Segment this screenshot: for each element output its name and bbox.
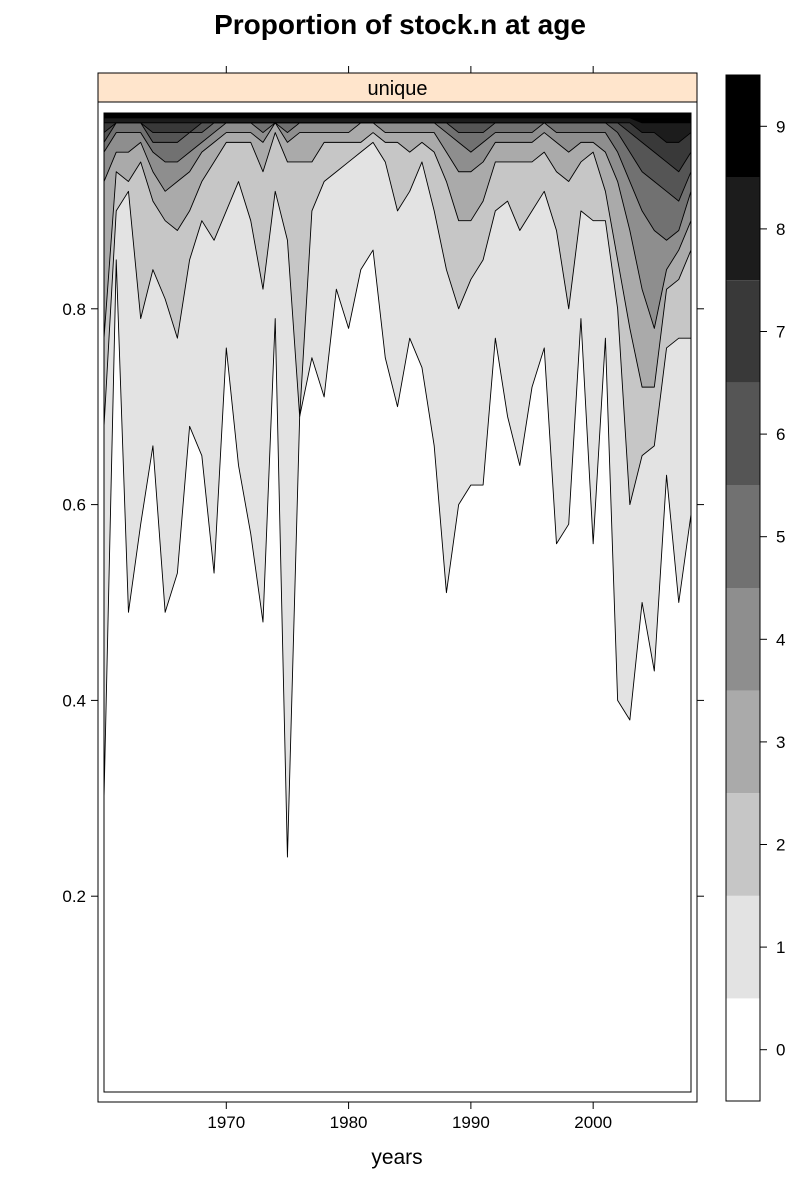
y-tick-label: 0.2 xyxy=(62,887,86,906)
contour-line-2 xyxy=(103,141,691,506)
colorkey-label: 8 xyxy=(776,220,785,239)
colorkey-label: 0 xyxy=(776,1041,785,1060)
contour-line-8 xyxy=(104,122,692,143)
colorkey-swatch-6 xyxy=(726,382,760,486)
x-tick-label: 2000 xyxy=(574,1113,612,1132)
band-age-1 xyxy=(104,113,691,858)
panel-strip-label: unique xyxy=(367,78,427,100)
plot-border xyxy=(103,112,692,1093)
colorkey-label: 7 xyxy=(776,323,785,342)
colorkey: 0 1 2 3 4 5 6 7 8 9 xyxy=(725,74,785,1102)
contour-line-9 xyxy=(104,117,691,124)
colorkey-label: 9 xyxy=(776,117,785,136)
chart-title: Proportion of stock.n at age xyxy=(214,9,586,40)
colorkey-label: 3 xyxy=(776,733,785,752)
x-tick-label: 1990 xyxy=(452,1113,490,1132)
colorkey-swatch-0 xyxy=(726,998,760,1101)
contour-line-1 xyxy=(103,249,692,858)
colorkey-swatch-7 xyxy=(726,280,760,383)
x-tick-label: 1980 xyxy=(330,1113,368,1132)
panel-strip: unique xyxy=(97,72,698,103)
y-tick-label: 0.4 xyxy=(62,691,86,710)
colorkey-label: 4 xyxy=(776,630,785,649)
y-tick-label: 0.8 xyxy=(62,300,86,319)
y-tick-label: 0.6 xyxy=(62,496,86,515)
colorkey-swatch-8 xyxy=(726,177,760,281)
panel-strip-background xyxy=(97,72,698,103)
colorkey-border xyxy=(725,74,761,1102)
colorkey-label: 6 xyxy=(776,425,785,444)
colorkey-label: 1 xyxy=(776,938,785,957)
colorkey-swatch-9 xyxy=(726,75,760,178)
colorkey-swatch-2 xyxy=(726,793,760,896)
colorkey-swatch-1 xyxy=(726,895,760,999)
x-axis: 1970 1980 1990 2000 xyxy=(207,66,612,1132)
contour-line-4 xyxy=(103,122,692,329)
y-axis: 0.2 0.4 0.6 0.8 xyxy=(62,300,704,906)
contour-line-3 xyxy=(103,132,692,388)
colorkey-label: 2 xyxy=(776,836,785,855)
colorkey-swatch-5 xyxy=(726,485,760,588)
band-age-9 xyxy=(104,113,691,123)
x-axis-label: years xyxy=(371,1146,422,1169)
band-age-2 xyxy=(104,113,691,505)
x-tick-label: 1970 xyxy=(207,1113,245,1132)
area-bands xyxy=(103,112,692,1093)
band-age-8 xyxy=(104,113,691,143)
colorkey-swatch-3 xyxy=(726,690,760,794)
colorkey-swatch-4 xyxy=(726,588,760,691)
colorkey-label: 5 xyxy=(776,528,785,547)
